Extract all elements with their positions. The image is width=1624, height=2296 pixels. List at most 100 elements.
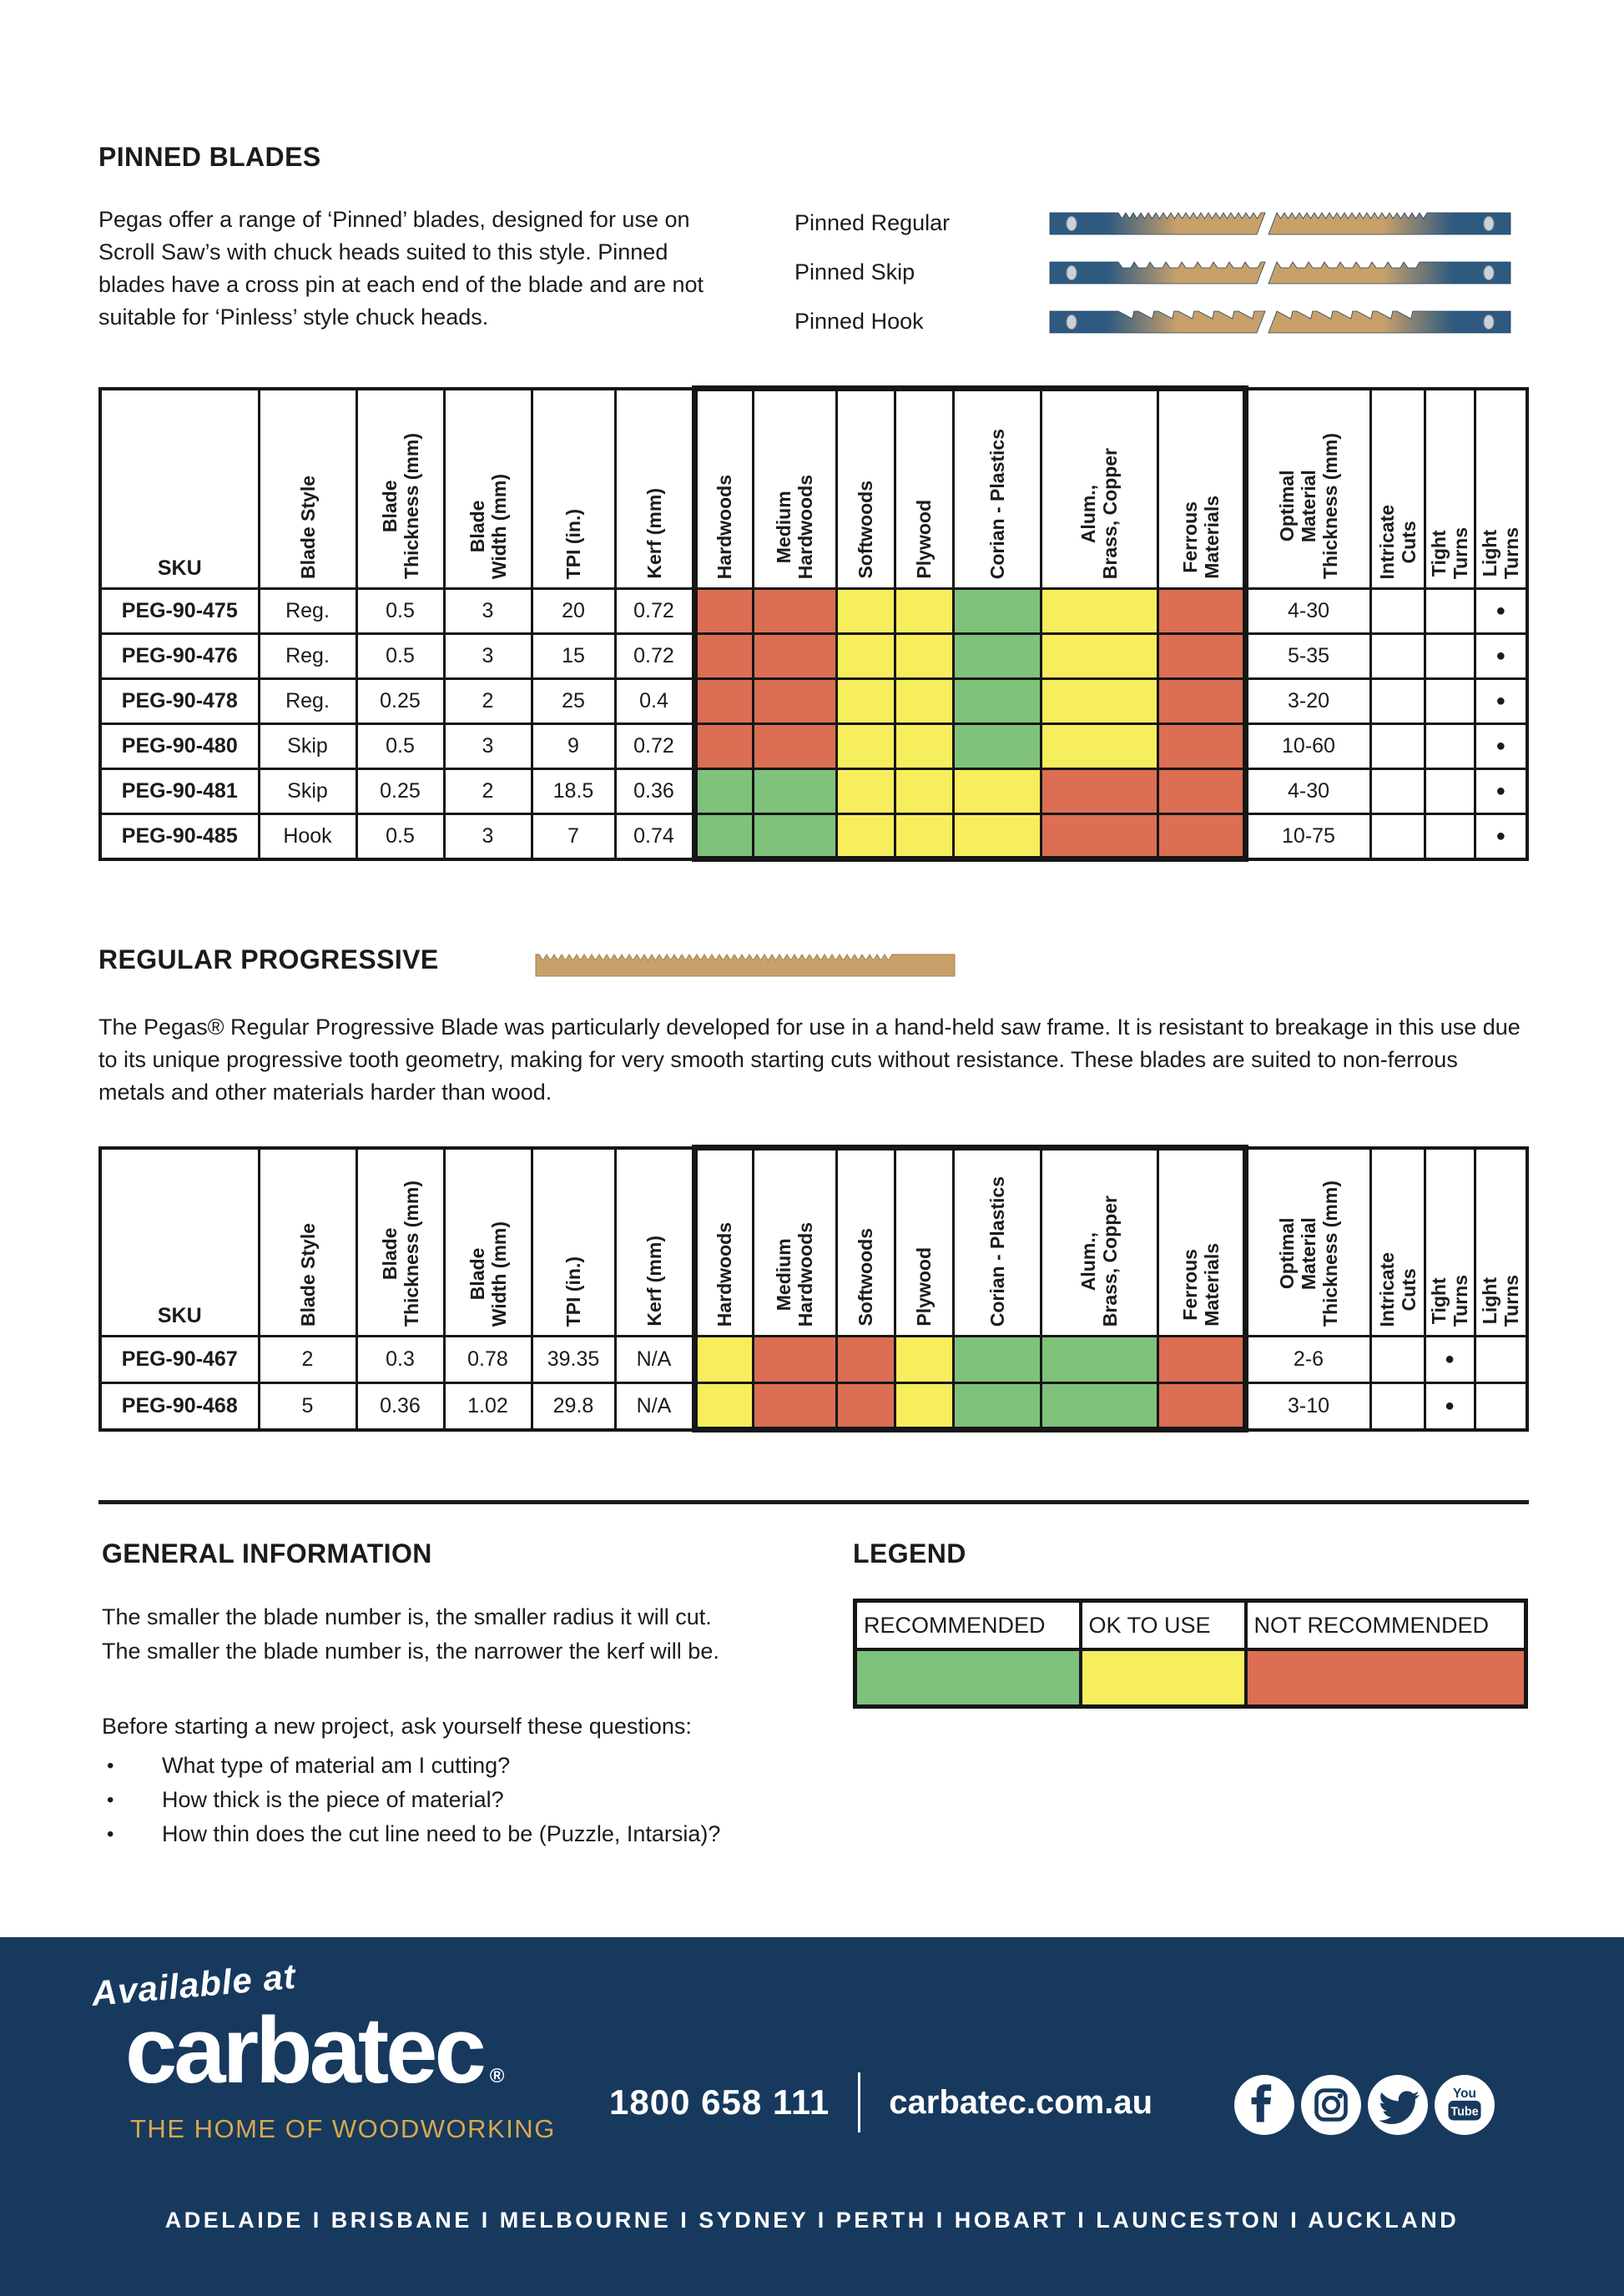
cell-width: 3: [442, 587, 533, 635]
cell-material-rating: [1039, 1335, 1159, 1384]
bullet-text: How thin does the cut line need to be (P…: [162, 1821, 721, 1846]
bullet-text: How thick is the piece of material?: [162, 1787, 504, 1812]
legend-table: RECOMMENDED OK TO USE NOT RECOMMENDED: [853, 1599, 1528, 1709]
cell-intricate: [1369, 587, 1426, 635]
cell-intricate: [1369, 1382, 1426, 1431]
cell-material-rating: [835, 632, 896, 680]
col-header-medium-hardwoods: Medium Hardwoods: [751, 1145, 838, 1337]
youtube-icon[interactable]: You Tube: [1434, 2074, 1495, 2136]
cell-material-rating: [893, 677, 955, 725]
cell-sku: PEG-90-478: [98, 677, 260, 725]
col-header-plywood: Plywood: [893, 1145, 955, 1337]
cell-light: ●: [1473, 587, 1529, 635]
cell-material-rating: [893, 723, 955, 770]
cell-material-rating: [691, 813, 754, 862]
cell-tpi: 18.5: [530, 768, 617, 815]
cell-material-rating: [835, 677, 896, 725]
col-header-optimal-material-thickness-mm: Optimal Material Thickness (mm): [1243, 387, 1372, 590]
col-header-corian-plastics: Corian - Plastics: [951, 1145, 1042, 1337]
cell-material-rating: [1039, 723, 1159, 770]
cell-intricate: [1369, 768, 1426, 815]
cell-thickness: 0.5: [355, 632, 446, 680]
pinned-blades-title: PINNED BLADES: [98, 142, 321, 172]
cell-material-rating: [691, 723, 754, 770]
cell-optimal: 10-60: [1243, 723, 1372, 770]
table-row-PEG-90-485: PEG-90-485 Hook 0.5 3 7 0.74 10-75 ●: [98, 813, 1529, 862]
cell-material-rating: [1039, 632, 1159, 680]
legend-label-ok-to-use: OK TO USE: [1078, 1599, 1248, 1651]
cell-material-rating: [1156, 677, 1248, 725]
bullet-icon: •: [107, 1788, 114, 1811]
cell-style: Hook: [257, 813, 358, 860]
cell-material-rating: [751, 813, 838, 862]
cell-material-rating: [751, 587, 838, 635]
col-header-ferrous-materials: Ferrous Materials: [1156, 1145, 1248, 1337]
general-info-lines: The smaller the blade number is, the sma…: [102, 1600, 719, 1669]
cell-kerf: 0.72: [613, 723, 696, 770]
cell-material-rating: [1156, 587, 1248, 635]
cell-material-rating: [951, 1335, 1042, 1384]
cell-tight: [1423, 813, 1476, 860]
cell-material-rating: [691, 1335, 754, 1384]
col-header-softwoods: Softwoods: [835, 385, 896, 590]
cell-material-rating: [1156, 1335, 1248, 1384]
cell-tpi: 9: [530, 723, 617, 770]
cell-style: Reg.: [257, 677, 358, 725]
cell-intricate: [1369, 723, 1426, 770]
cell-material-rating: [691, 677, 754, 725]
general-info-line: The smaller the blade number is, the sma…: [102, 1604, 712, 1629]
cell-optimal: 2-6: [1243, 1335, 1372, 1384]
cell-style: Reg.: [257, 632, 358, 680]
cell-material-rating: [951, 587, 1042, 635]
col-header-blade-style: Blade Style: [257, 387, 358, 590]
cell-kerf: 0.4: [613, 677, 696, 725]
bullet-text: What type of material am I cutting?: [162, 1753, 511, 1778]
cell-tight: ●: [1423, 1335, 1476, 1384]
cell-material-rating: [951, 768, 1042, 815]
cell-sku: PEG-90-468: [98, 1382, 260, 1431]
general-information-title: GENERAL INFORMATION: [102, 1538, 432, 1568]
cell-tpi: 7: [530, 813, 617, 860]
website-link[interactable]: carbatec.com.au: [889, 2083, 1152, 2121]
regular-progressive-paragraph: The Pegas® Regular Progressive Blade was…: [98, 1015, 1521, 1105]
question-bullet-item: • How thick is the piece of material?: [107, 1783, 720, 1817]
cell-thickness: 0.5: [355, 723, 446, 770]
cell-thickness: 0.5: [355, 813, 446, 860]
facebook-icon[interactable]: [1233, 2074, 1295, 2136]
cell-width: 2: [442, 768, 533, 815]
table-row-PEG-90-476: PEG-90-476 Reg. 0.5 3 15 0.72 5-35 ●: [98, 632, 1529, 680]
cell-style: Skip: [257, 723, 358, 770]
cell-material-rating: [751, 632, 838, 680]
cell-material-rating: [1156, 632, 1248, 680]
cell-tpi: 25: [530, 677, 617, 725]
cell-material-rating: [691, 632, 754, 680]
regular-progressive-blade-image: [535, 954, 956, 977]
cell-material-rating: [951, 813, 1042, 862]
cell-tight: ●: [1423, 1382, 1476, 1431]
cell-material-rating: [951, 632, 1042, 680]
table-row-PEG-90-475: PEG-90-475 Reg. 0.5 3 20 0.72 4-30 ●: [98, 587, 1529, 635]
pinned-blades-table: SKU Blade Style Blade Thickness (mm) Blade …: [98, 385, 1529, 862]
col-header-blade-thickness-mm: Blade Thickness (mm): [355, 1146, 446, 1337]
pinned-blades-intro: Pegas offer a range of ‘Pinned’ blades, …: [98, 207, 704, 330]
col-header-tight-turns: Tight Turns: [1423, 1146, 1476, 1337]
blade-style-label-pinned-skip: Pinned Skip: [794, 259, 915, 284]
cell-style: 2: [257, 1335, 358, 1384]
instagram-icon[interactable]: [1300, 2074, 1362, 2136]
cell-material-rating: [835, 723, 896, 770]
cell-kerf: 0.72: [613, 587, 696, 635]
col-header-ferrous-materials: Ferrous Materials: [1156, 385, 1248, 590]
col-header-corian-plastics: Corian - Plastics: [951, 385, 1042, 590]
cell-material-rating: [691, 768, 754, 815]
blade-style-label-pinned-regular: Pinned Regular: [794, 210, 951, 235]
svg-text:Tube: Tube: [1450, 2105, 1478, 2118]
cell-material-rating: [893, 587, 955, 635]
col-header-intricate-cuts: Intricate Cuts: [1369, 387, 1426, 590]
col-header-light-turns: Light Turns: [1473, 387, 1529, 590]
twitter-icon[interactable]: [1367, 2074, 1429, 2136]
col-header-blade-style: Blade Style: [257, 1146, 358, 1337]
cell-sku: PEG-90-467: [98, 1335, 260, 1384]
cell-material-rating: [951, 723, 1042, 770]
cell-kerf: 0.36: [613, 768, 696, 815]
col-header-kerf-mm: Kerf (mm): [613, 1146, 696, 1337]
